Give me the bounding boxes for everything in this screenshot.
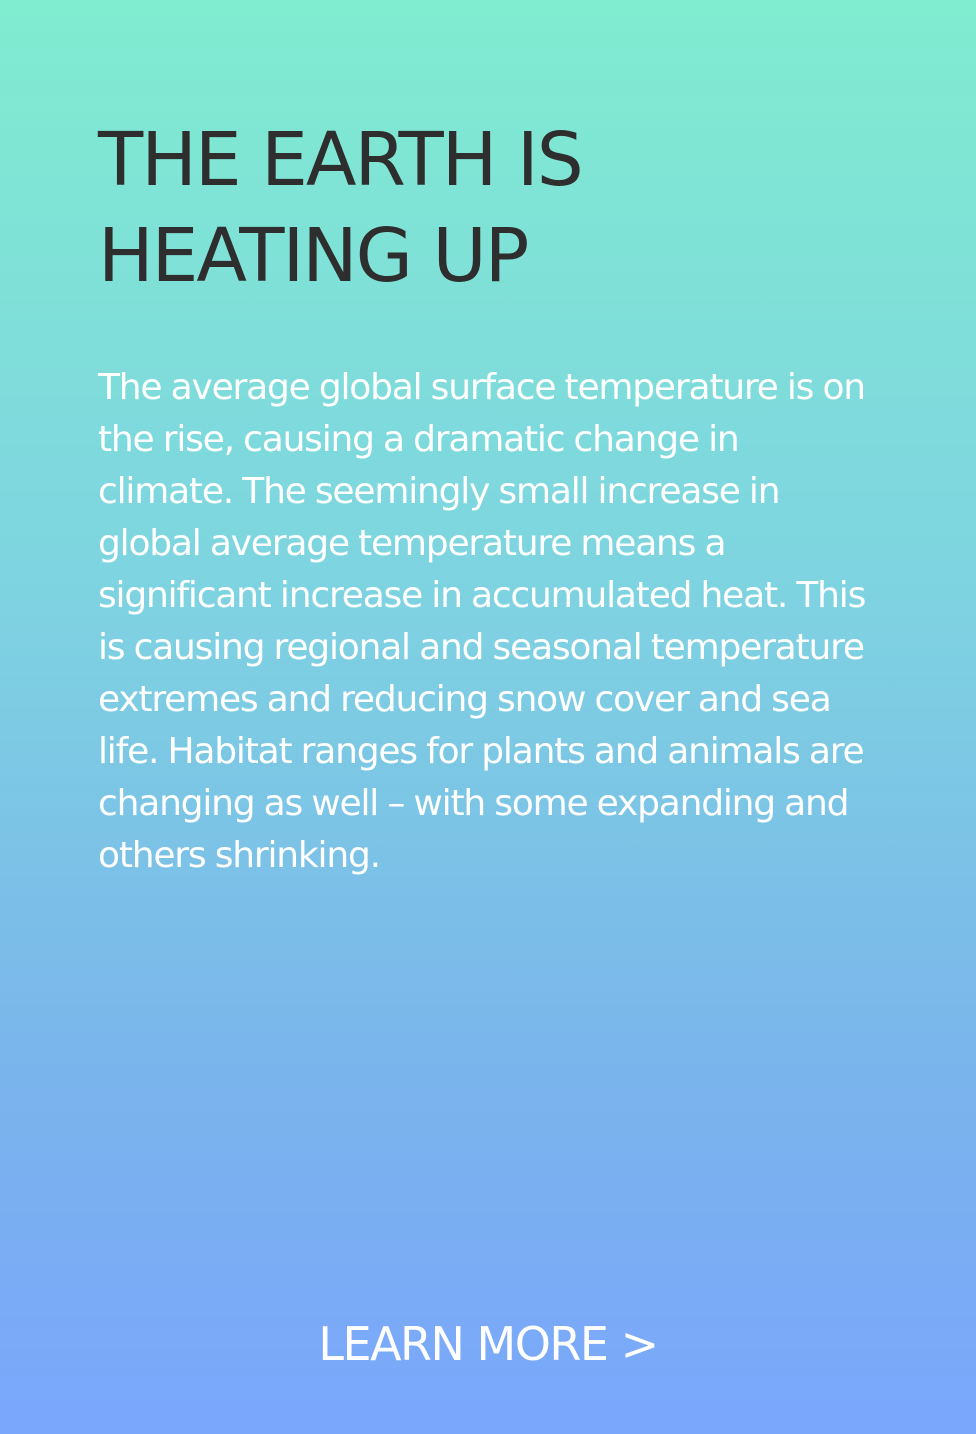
card-title: THE EARTH IS HEATING UP — [98, 117, 584, 299]
learn-more-link[interactable]: LEARN MORE > — [318, 1317, 659, 1371]
card-description: The average global surface temperature i… — [98, 367, 866, 876]
